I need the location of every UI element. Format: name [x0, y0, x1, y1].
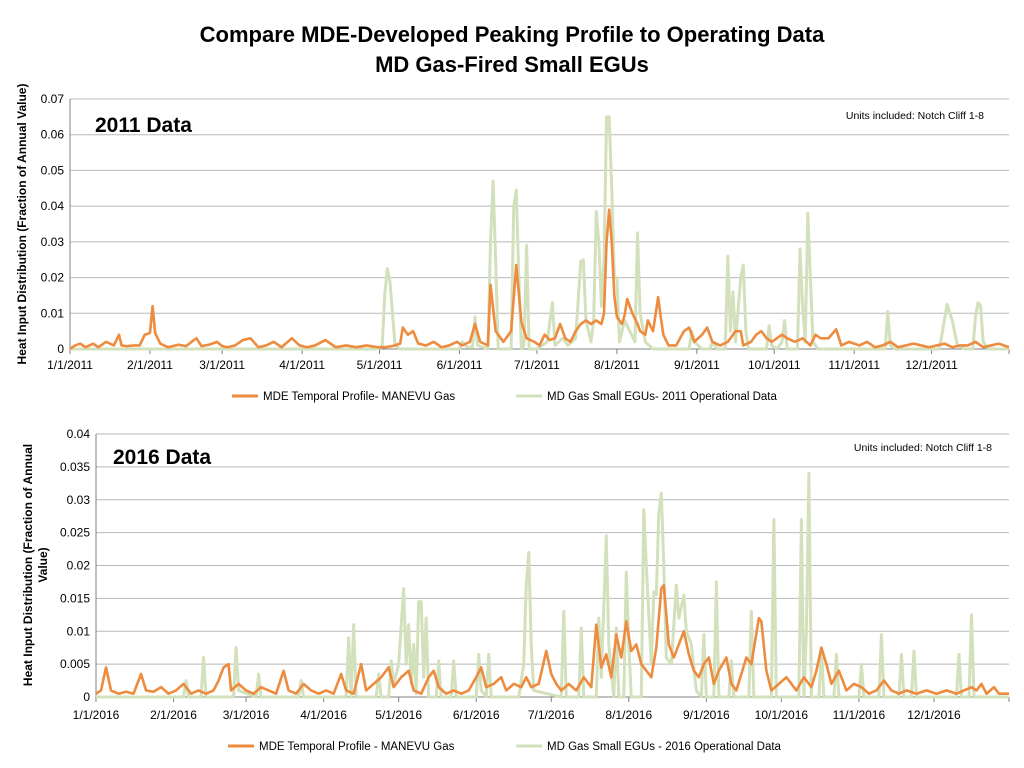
panel-label: 2016 Data: [113, 446, 211, 469]
units-annotation: Units included: Notch Cliff 1-8: [846, 110, 984, 122]
y-tick-label: 0.035: [60, 460, 90, 474]
x-tick-label: 1/1/2011: [47, 358, 93, 372]
chart-subtitle: MD Gas-Fired Small EGUs: [375, 52, 649, 77]
x-tick-label: 7/1/2011: [514, 358, 560, 372]
x-tick-label: 5/1/2011: [357, 358, 403, 372]
legend-label: MDE Temporal Profile- MANEVU Gas: [263, 391, 455, 403]
legend-label: MD Gas Small EGUs- 2011 Operational Data: [547, 391, 777, 403]
y-tick-label: 0.03: [41, 235, 65, 249]
series-line-operational: [96, 471, 1009, 699]
x-tick-label: 7/1/2016: [528, 708, 575, 722]
x-tick-label: 4/1/2016: [300, 708, 347, 722]
y-axis-label-line: Value): [36, 547, 50, 582]
x-tick-label: 4/1/2011: [279, 358, 325, 372]
x-tick-label: 5/1/2016: [375, 708, 422, 722]
series-line-profile: [69, 208, 1010, 351]
chart-title-block: Compare MDE-Developed Peaking Profile to…: [0, 20, 1024, 80]
legend-label: MDE Temporal Profile - MANEVU Gas: [259, 741, 455, 753]
y-tick-label: 0.01: [41, 306, 65, 320]
y-tick-label: 0: [83, 690, 90, 704]
x-tick-label: 3/1/2011: [199, 358, 245, 372]
x-tick-label: 8/1/2016: [605, 708, 652, 722]
y-tick-label: 0.04: [67, 427, 91, 441]
x-tick-label: 10/1/2011: [748, 358, 801, 372]
x-tick-label: 1/1/2016: [73, 708, 120, 722]
x-tick-label: 6/1/2016: [453, 708, 500, 722]
x-tick-label: 2/1/2016: [150, 708, 197, 722]
y-tick-label: 0.025: [60, 526, 90, 540]
y-tick-label: 0.005: [60, 657, 90, 671]
x-tick-label: 9/1/2011: [674, 358, 720, 372]
y-tick-label: 0.01: [67, 624, 91, 638]
series-line-operational: [70, 115, 1009, 351]
y-tick-label: 0: [57, 342, 64, 356]
x-tick-label: 6/1/2011: [437, 358, 483, 372]
x-tick-label: 3/1/2016: [223, 708, 270, 722]
y-axis-label: Heat Input Distribution (Fraction of Ann…: [21, 444, 50, 686]
y-tick-label: 0.06: [41, 128, 65, 142]
legend-label: MD Gas Small EGUs - 2016 Operational Dat…: [547, 741, 782, 753]
y-tick-label: 0.02: [67, 559, 91, 573]
x-tick-label: 9/1/2016: [683, 708, 730, 722]
chart-title: Compare MDE-Developed Peaking Profile to…: [199, 22, 825, 47]
x-tick-label: 2/1/2011: [127, 358, 173, 372]
y-tick-label: 0.05: [41, 163, 65, 177]
y-tick-label: 0.04: [41, 199, 65, 213]
y-tick-label: 0.015: [60, 591, 90, 605]
panel-label: 2011 Data: [95, 114, 192, 137]
x-tick-label: 8/1/2011: [594, 358, 640, 372]
chart-panel-2016: 0 0.005 0.01 0.015 0.02 0.025 0.03 0.035 0.04 1/1…: [21, 427, 1010, 753]
x-tick-label: 11/1/2011: [828, 358, 880, 372]
x-tick-label: 12/1/2016: [907, 708, 961, 722]
series-line-profile: [95, 583, 1009, 696]
y-tick-label: 0.07: [41, 92, 65, 106]
y-tick-label: 0.02: [41, 271, 65, 285]
x-tick-label: 11/1/2016: [833, 708, 886, 722]
units-annotation: Units included: Notch Cliff 1-8: [854, 442, 992, 454]
y-axis-label-line: Heat Input Distribution (Fraction of Ann…: [21, 444, 35, 686]
y-tick-label: 0.03: [67, 493, 91, 507]
chart-panel-2011: 0 0.01 0.02 0.03 0.04 0.05 0.06 0.07 1/1/2011 2/1…: [15, 84, 1010, 403]
x-tick-label: 12/1/2011: [905, 358, 958, 372]
y-axis-label: Heat Input Distribution (Fraction of Ann…: [15, 84, 29, 365]
x-tick-label: 10/1/2016: [755, 708, 809, 722]
